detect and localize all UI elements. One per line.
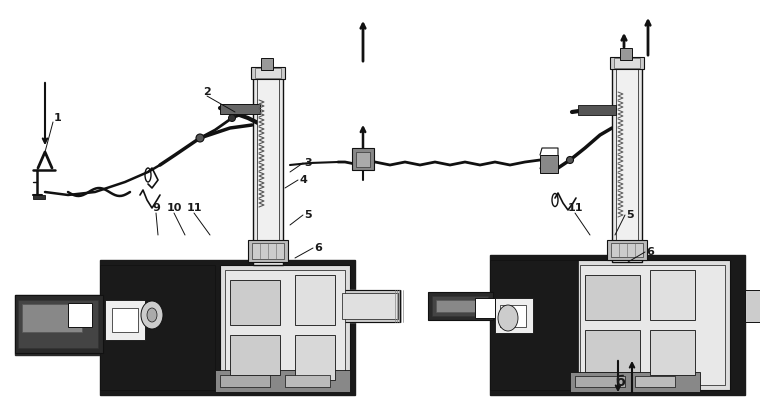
Ellipse shape: [498, 305, 518, 331]
Bar: [251, 67, 285, 79]
Text: 11: 11: [186, 203, 201, 213]
Ellipse shape: [147, 308, 157, 322]
Bar: [575, 376, 625, 387]
Bar: [112, 308, 138, 332]
Bar: [230, 280, 280, 325]
Bar: [475, 298, 495, 318]
Text: 10: 10: [166, 203, 182, 213]
Text: 2: 2: [203, 87, 211, 97]
Bar: [490, 260, 578, 390]
Text: 1: 1: [54, 113, 62, 123]
Bar: [578, 105, 616, 115]
Bar: [607, 240, 647, 260]
Bar: [261, 58, 273, 70]
Polygon shape: [340, 290, 400, 322]
Bar: [220, 265, 350, 390]
Bar: [540, 155, 558, 173]
Polygon shape: [100, 260, 355, 395]
Bar: [495, 298, 533, 333]
Bar: [352, 148, 374, 170]
Ellipse shape: [196, 134, 204, 142]
Bar: [432, 296, 488, 316]
Bar: [225, 270, 345, 385]
Bar: [295, 335, 335, 380]
Bar: [500, 305, 526, 327]
Bar: [428, 292, 493, 320]
Bar: [620, 48, 632, 60]
Bar: [255, 68, 281, 78]
Bar: [22, 304, 82, 332]
Bar: [612, 62, 642, 262]
Text: 6: 6: [646, 247, 654, 257]
Bar: [295, 275, 335, 325]
Text: 5: 5: [304, 210, 312, 220]
Bar: [285, 375, 330, 387]
Ellipse shape: [141, 301, 163, 329]
Bar: [616, 65, 638, 257]
Bar: [575, 260, 730, 390]
Text: б: б: [615, 375, 625, 389]
Bar: [585, 330, 640, 372]
Bar: [68, 303, 92, 327]
Bar: [650, 330, 695, 375]
Polygon shape: [15, 295, 100, 355]
Bar: [436, 300, 478, 312]
Text: 9: 9: [152, 203, 160, 213]
Bar: [253, 70, 283, 265]
Bar: [100, 265, 215, 390]
Bar: [105, 300, 145, 340]
Text: 11: 11: [567, 203, 583, 213]
Bar: [635, 376, 675, 387]
Ellipse shape: [566, 156, 574, 164]
Bar: [610, 57, 644, 69]
Bar: [614, 58, 640, 68]
Text: 4: 4: [299, 175, 307, 185]
Text: 3: 3: [304, 158, 312, 168]
Bar: [230, 335, 280, 375]
Bar: [570, 372, 700, 392]
Text: 6: 6: [314, 243, 322, 253]
Bar: [340, 290, 400, 322]
Bar: [745, 290, 760, 322]
Bar: [650, 270, 695, 320]
Bar: [220, 375, 270, 387]
Bar: [33, 195, 45, 199]
Bar: [15, 295, 103, 353]
Bar: [342, 293, 398, 319]
Polygon shape: [490, 255, 745, 395]
Bar: [585, 275, 640, 320]
Bar: [356, 152, 370, 167]
Bar: [580, 265, 725, 385]
Ellipse shape: [229, 114, 236, 122]
Bar: [611, 243, 643, 257]
Bar: [215, 370, 350, 392]
Bar: [18, 300, 98, 348]
Bar: [252, 243, 284, 259]
Bar: [257, 73, 279, 261]
Text: 5: 5: [626, 210, 634, 220]
Bar: [248, 240, 288, 262]
Bar: [220, 104, 260, 114]
